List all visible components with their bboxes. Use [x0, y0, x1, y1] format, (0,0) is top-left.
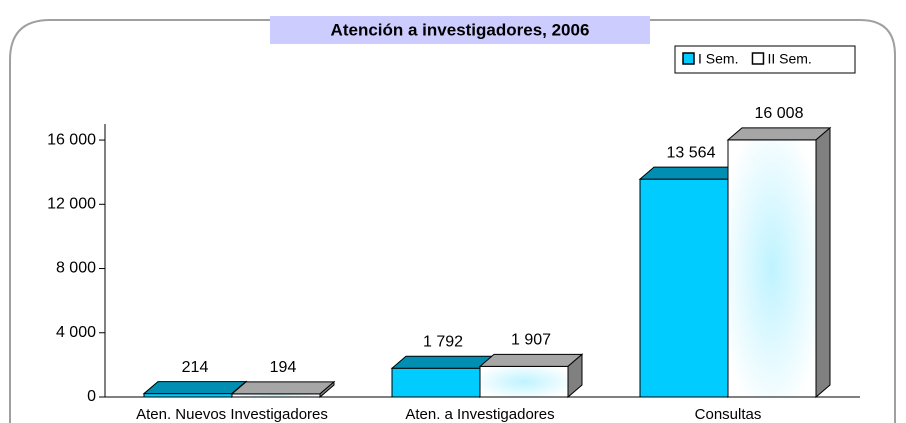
bar-front	[143, 393, 233, 398]
bar-top	[478, 353, 584, 367]
bar	[638, 166, 744, 399]
bar	[390, 355, 496, 399]
bar-front	[639, 178, 729, 398]
legend-swatch	[682, 52, 695, 65]
data-label: 1 907	[511, 332, 551, 349]
bar-side	[815, 126, 831, 399]
bar-side	[319, 380, 335, 399]
bar-top	[638, 166, 744, 180]
bar-top	[230, 381, 336, 395]
bar	[142, 380, 248, 399]
legend-box	[674, 45, 856, 74]
bar-front	[391, 367, 481, 398]
x-tick-label: Aten. Nuevos Investigadores	[136, 406, 328, 423]
bar-top	[726, 127, 832, 141]
bar	[726, 126, 832, 399]
data-label: 214	[182, 359, 209, 376]
legend-label: II Sem.	[767, 51, 811, 67]
chart-frame	[9, 19, 896, 423]
bar	[478, 353, 584, 399]
data-label: 194	[270, 359, 297, 376]
x-tick-label: Consultas	[695, 406, 762, 423]
bar-top	[142, 381, 248, 395]
y-tick-label: 16 000	[47, 131, 96, 148]
data-label: 16 008	[755, 105, 804, 122]
y-tick-label: 4 000	[56, 324, 96, 341]
bar-front	[727, 139, 817, 398]
legend-label: I Sem.	[698, 51, 738, 67]
bar-front	[479, 365, 569, 398]
chart-title: Atención a investigadores, 2006	[331, 20, 590, 39]
legend-swatch	[751, 52, 765, 65]
y-tick-label: 8 000	[56, 260, 96, 277]
legend: I Sem. II Sem.	[682, 51, 812, 67]
data-label: 1 792	[423, 333, 463, 350]
bar	[230, 380, 336, 399]
x-tick-label: Aten. a Investigadores	[405, 406, 554, 423]
title-box	[270, 16, 650, 44]
bar-side	[567, 353, 583, 399]
bar-top	[390, 355, 496, 369]
data-label: 13 564	[667, 144, 716, 161]
y-tick-label: 12 000	[47, 196, 96, 213]
y-tick-label: 0	[87, 388, 96, 405]
